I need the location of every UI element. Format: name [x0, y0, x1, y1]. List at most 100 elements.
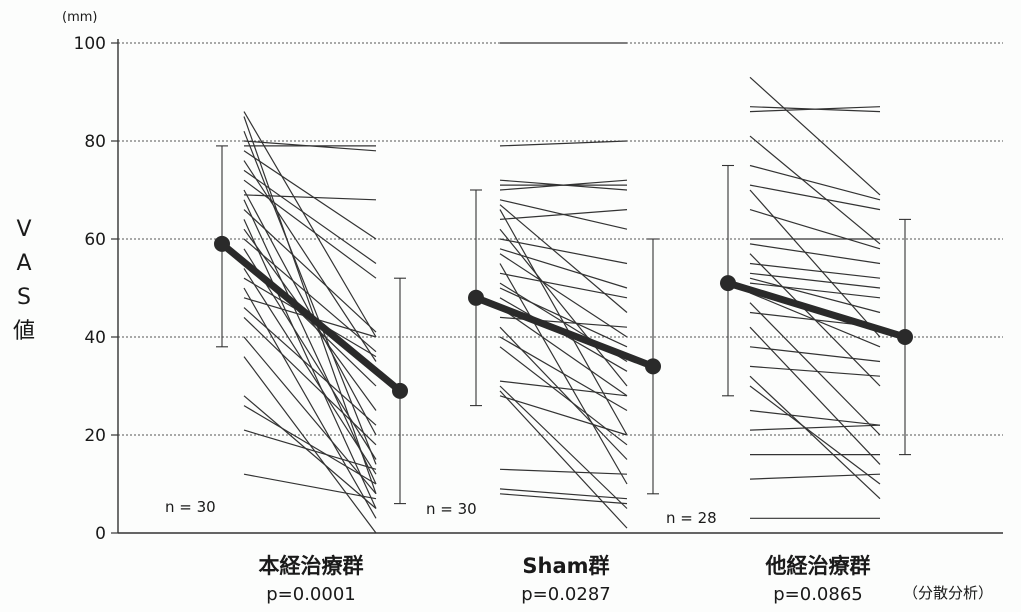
subject-line — [749, 473, 881, 480]
plot-marks — [214, 42, 913, 534]
subject-line — [749, 282, 881, 299]
subject-line — [243, 336, 377, 495]
subject-line — [499, 493, 628, 505]
subject-line — [749, 385, 881, 485]
subject-line — [243, 316, 377, 446]
subject-line — [243, 473, 377, 500]
subject-line — [243, 169, 377, 264]
n-label: n = 30 — [426, 500, 477, 518]
subject-line — [243, 199, 377, 485]
mean-line — [218, 240, 404, 395]
subject-line — [749, 424, 881, 431]
subject-line — [749, 209, 881, 250]
subject-line — [749, 272, 881, 289]
group-3 — [720, 76, 913, 519]
p-value-label: p=0.0001 — [266, 584, 356, 605]
subject-line — [499, 385, 628, 509]
y-axis-label-char: 値 — [13, 319, 35, 344]
subject-line — [499, 209, 628, 220]
p-value-label: p=0.0287 — [521, 584, 611, 605]
mean-line — [472, 294, 657, 370]
subject-line — [243, 395, 377, 509]
mean-point-post — [392, 382, 408, 399]
subject-line — [243, 287, 377, 519]
subject-line — [499, 307, 628, 397]
subject-line — [243, 268, 377, 475]
subject-line — [243, 150, 377, 240]
subject-line — [499, 272, 628, 299]
mean-point-pre — [214, 235, 230, 252]
subject-line — [499, 248, 628, 289]
mean-point-post — [645, 358, 661, 375]
n-label: n = 30 — [165, 498, 216, 516]
group-1 — [214, 111, 408, 534]
category-label: Sham群 — [522, 554, 609, 578]
subject-line — [243, 116, 377, 494]
subject-line — [499, 287, 628, 348]
n-label: n = 28 — [666, 509, 717, 527]
category-label: 他経治療群 — [765, 554, 871, 578]
subject-line — [749, 277, 881, 314]
subject-line — [749, 302, 881, 436]
y-tick-label: 60 — [84, 230, 106, 250]
subject-line — [749, 189, 881, 338]
p-value-label: p=0.0865 — [773, 584, 863, 605]
subject-line — [499, 346, 628, 446]
subject-line — [243, 111, 377, 338]
subject-line — [243, 429, 377, 470]
subject-line — [499, 390, 628, 529]
subject-line — [499, 228, 628, 387]
subject-line — [749, 375, 881, 500]
subject-line — [749, 164, 881, 201]
subject-line — [499, 468, 628, 475]
subject-line — [243, 130, 377, 465]
y-axis-label-char: A — [16, 251, 31, 276]
y-axis-label-char: V — [16, 217, 31, 242]
subject-line — [749, 76, 881, 196]
subject-line — [243, 179, 377, 279]
subject-line — [749, 106, 881, 113]
subject-line — [749, 262, 881, 279]
y-tick-label: 40 — [84, 328, 106, 348]
subject-line — [499, 179, 628, 191]
subject-line — [499, 488, 628, 500]
subject-line — [243, 219, 377, 509]
y-tick-label: 20 — [84, 426, 106, 446]
group-2 — [468, 42, 661, 529]
mean-point-pre — [720, 275, 736, 292]
y-axis-label-char: S — [17, 285, 31, 310]
mean-line — [724, 279, 909, 341]
subject-line — [499, 238, 628, 265]
subject-line — [499, 395, 628, 436]
y-tick-label: 0 — [95, 524, 106, 544]
subject-line — [749, 326, 881, 465]
subject-line — [749, 243, 881, 265]
subject-line — [499, 336, 628, 412]
axes: 0 20 40 60 80 100 — [74, 34, 1003, 544]
category-label: 本経治療群 — [259, 554, 364, 578]
y-tick-label: 100 — [74, 34, 106, 54]
mean-point-pre — [468, 289, 484, 306]
subject-line — [243, 307, 377, 426]
subject-line — [499, 253, 628, 338]
subject-line — [499, 204, 628, 313]
subject-line — [499, 140, 628, 147]
subject-line — [749, 135, 881, 245]
subject-line — [499, 316, 628, 328]
subject-line — [243, 238, 377, 353]
subject-line — [243, 209, 377, 333]
subject-line — [749, 346, 881, 363]
subject-line — [243, 160, 377, 362]
subject-line — [749, 409, 881, 426]
category-labels: n = 30 本経治療群 p=0.0001 n = 30 Sham群 p=0.0287 n … — [165, 498, 871, 605]
subject-line — [499, 380, 628, 397]
mean-point-post — [897, 329, 913, 345]
y-unit-label: (mm) — [62, 10, 97, 25]
subject-line — [749, 184, 881, 211]
subject-line — [243, 405, 377, 485]
subject-line — [749, 365, 881, 377]
y-tick-label: 80 — [84, 132, 106, 152]
footnote-anova: （分散分析） — [903, 584, 993, 602]
